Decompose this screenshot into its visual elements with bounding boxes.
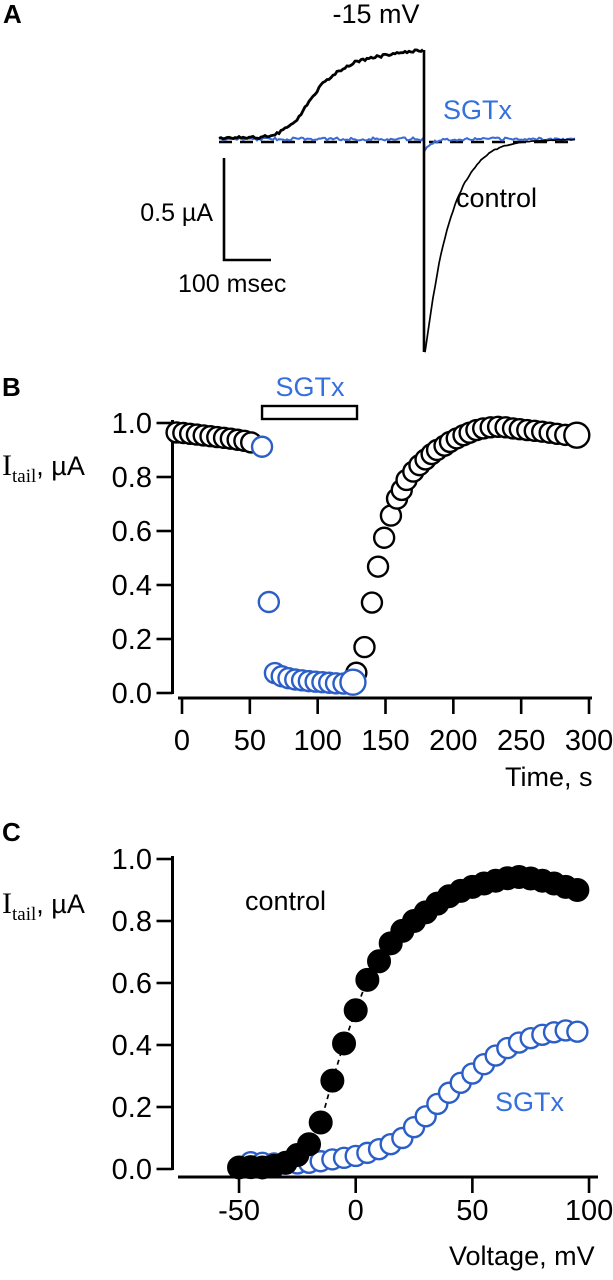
panel-a-sgtx-label: SGTx — [443, 95, 513, 125]
panel-a-letter: A — [3, 0, 22, 29]
y-label-symbol: I — [2, 887, 12, 920]
svg-text:0.8: 0.8 — [112, 462, 152, 494]
svg-text:200: 200 — [429, 725, 477, 757]
svg-text:100: 100 — [293, 725, 341, 757]
svg-text:0.8: 0.8 — [112, 906, 152, 938]
panel-c-y-axis-label: Itail, µA — [2, 887, 85, 925]
scalebar-current-label: 0.5 µA — [140, 199, 213, 227]
svg-text:0.0: 0.0 — [112, 1154, 152, 1186]
svg-text:1.0: 1.0 — [112, 844, 152, 876]
svg-text:0.4: 0.4 — [112, 1030, 152, 1062]
svg-text:0.6: 0.6 — [112, 516, 152, 548]
panel-b-x-axis-label: Time, s — [505, 762, 593, 792]
svg-text:0.0: 0.0 — [112, 678, 152, 710]
panel-c-control-label: control — [245, 886, 327, 916]
svg-text:0: 0 — [348, 1195, 364, 1227]
svg-text:300: 300 — [565, 725, 613, 757]
svg-text:150: 150 — [361, 725, 409, 757]
svg-text:0.4: 0.4 — [112, 570, 152, 602]
y-label-unit: , µA — [36, 889, 85, 919]
panel-a-control-label: control — [456, 183, 538, 213]
svg-text:100: 100 — [565, 1195, 613, 1227]
panel-b-letter: B — [2, 372, 21, 402]
panel-b-y-axis-label: Itail, µA — [2, 449, 85, 487]
svg-text:1.0: 1.0 — [112, 408, 152, 440]
svg-text:50: 50 — [456, 1195, 488, 1227]
panel-b-sgtx-bar-label: SGTx — [275, 372, 345, 402]
svg-text:0: 0 — [174, 725, 190, 757]
svg-text:0.6: 0.6 — [112, 968, 152, 1000]
y-label-unit: , µA — [36, 451, 85, 481]
y-label-subscript: tail — [12, 466, 37, 487]
panel-c-sgtx-label: SGTx — [495, 1087, 565, 1117]
y-label-subscript: tail — [12, 904, 37, 925]
svg-text:-50: -50 — [218, 1195, 260, 1227]
svg-text:0.2: 0.2 — [112, 624, 152, 656]
panel-c-letter: C — [2, 817, 21, 847]
panel-a-title: -15 mV — [332, 0, 420, 29]
panel-c-x-axis-label: Voltage, mV — [449, 1241, 595, 1271]
svg-text:50: 50 — [234, 725, 266, 757]
svg-text:0.2: 0.2 — [112, 1092, 152, 1124]
svg-text:250: 250 — [497, 725, 545, 757]
y-label-symbol: I — [2, 449, 12, 482]
scalebar-time-label: 100 msec — [178, 270, 287, 298]
